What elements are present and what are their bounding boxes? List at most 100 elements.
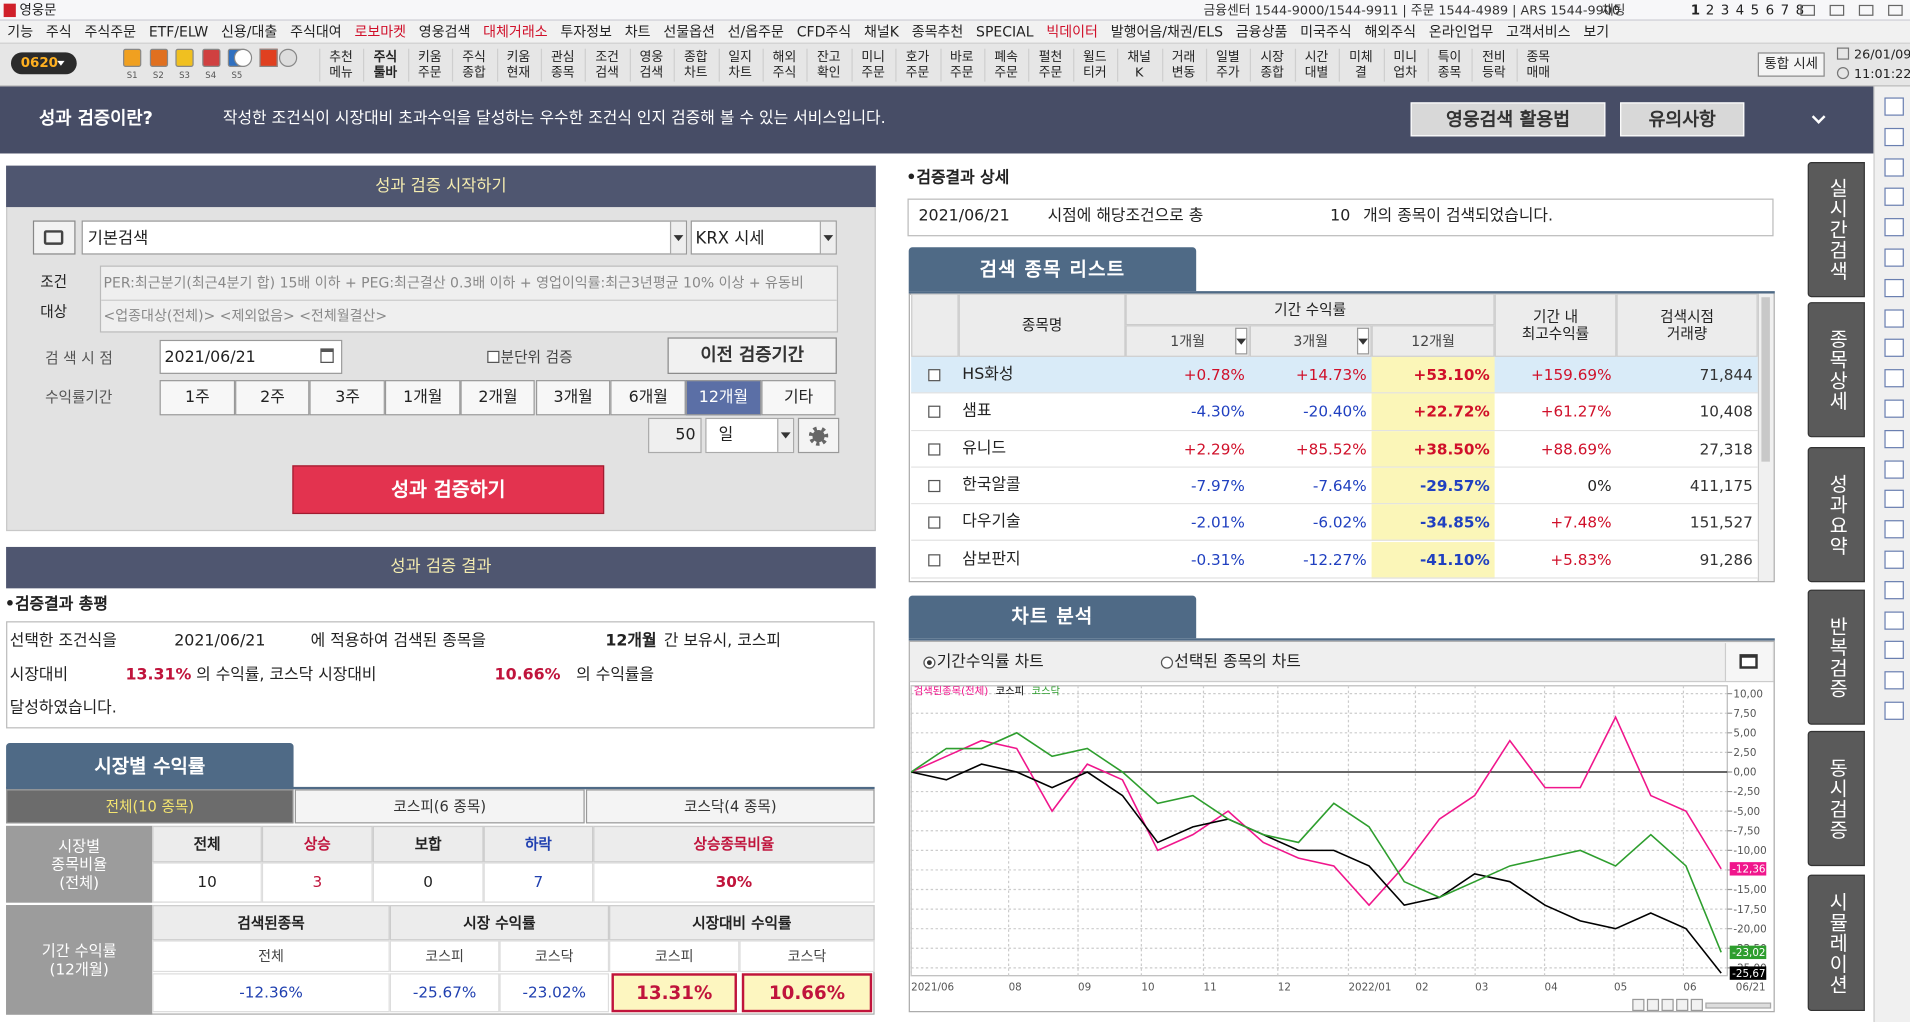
toolbar-button[interactable]: 해외 주식 — [763, 46, 807, 84]
menu-item[interactable]: 로보마켓 — [354, 23, 407, 41]
menu-item[interactable]: 온라인업무 — [1428, 23, 1494, 41]
side-icon[interactable] — [1884, 248, 1904, 267]
side-tab[interactable]: 실시간검색 — [1807, 162, 1865, 298]
menu-item[interactable]: 고객서비스 — [1506, 23, 1571, 41]
quick-icon[interactable] — [278, 48, 298, 67]
menu-item[interactable]: 대체거래소 — [483, 23, 548, 41]
menu-item[interactable]: 주식주문 — [84, 23, 137, 41]
menu-item[interactable]: 보기 — [1583, 23, 1610, 41]
table-row[interactable] — [911, 356, 1758, 394]
window-button[interactable] — [1829, 4, 1845, 16]
menu-item[interactable]: 해외주식 — [1364, 23, 1417, 41]
side-icon[interactable] — [1884, 97, 1904, 116]
toolbar-button[interactable]: 미체 결 — [1339, 46, 1383, 84]
period-button[interactable]: 기타 — [760, 380, 836, 416]
menu-item[interactable]: CFD주식 — [796, 23, 852, 41]
toolbar-button[interactable]: 전비 등락 — [1472, 46, 1516, 84]
toolbar-button[interactable]: 미니 주문 — [851, 46, 895, 84]
period-button[interactable]: 2주 — [234, 380, 310, 416]
toolbar-button[interactable]: 시간 대별 — [1295, 46, 1339, 84]
period-button[interactable]: 3주 — [309, 380, 386, 416]
menu-item[interactable]: 투자정보 — [560, 23, 612, 41]
side-icon[interactable] — [1884, 278, 1904, 297]
quick-icon[interactable] — [233, 48, 253, 67]
toolbar-button[interactable]: 펄천 주문 — [1029, 46, 1073, 84]
side-icon[interactable] — [1884, 308, 1904, 328]
toolbar-button[interactable]: 관심 종목 — [541, 46, 585, 84]
side-icon[interactable] — [1884, 641, 1904, 660]
toolbar-button[interactable]: 채널 K — [1117, 46, 1161, 84]
menu-item[interactable]: 채널K — [863, 23, 899, 41]
toolbar-button[interactable]: 미니 업차 — [1383, 46, 1427, 84]
toolbar-button[interactable]: 주식 툴바 — [363, 46, 407, 84]
side-icon[interactable] — [1884, 520, 1904, 539]
table-row[interactable] — [911, 504, 1758, 542]
menu-item[interactable]: 선/옵주문 — [727, 23, 784, 41]
scroll-thumb[interactable] — [1761, 297, 1770, 462]
side-tab[interactable]: 반복검증 — [1807, 589, 1865, 725]
menu-item[interactable]: 신용/대출 — [221, 23, 278, 41]
side-icon[interactable] — [1884, 369, 1904, 388]
side-tab[interactable]: 성과요약 — [1807, 447, 1865, 583]
chart-nav-button[interactable] — [1646, 998, 1660, 1012]
toolbar-button[interactable]: 주식 종합 — [452, 46, 496, 84]
toolbar-button[interactable]: 종합 차트 — [674, 46, 718, 84]
menu-item[interactable]: 주식대여 — [290, 23, 342, 41]
side-icon[interactable] — [1884, 188, 1904, 207]
period-button[interactable]: 1개월 — [385, 380, 461, 416]
banner-button[interactable]: 유의사항 — [1620, 102, 1745, 137]
quick-icon[interactable] — [175, 48, 194, 67]
menu-item[interactable]: 미국주식 — [1300, 23, 1352, 41]
toolbar-button[interactable]: 특이 종목 — [1428, 46, 1472, 84]
period-button[interactable]: 3개월 — [535, 380, 611, 416]
side-tab[interactable]: 종목상세 — [1807, 302, 1865, 438]
side-icon[interactable] — [1884, 671, 1904, 690]
chart-nav-button[interactable] — [1676, 998, 1689, 1012]
side-icon[interactable] — [1884, 490, 1904, 509]
radio[interactable] — [1160, 656, 1174, 669]
market-tab[interactable]: 전체(10 종목) — [6, 789, 294, 824]
toolbar-button[interactable]: 추천 메뉴 — [319, 46, 363, 84]
side-icon[interactable] — [1884, 580, 1904, 600]
window-button[interactable] — [1888, 4, 1903, 16]
market-button[interactable]: 통합 시세 — [1757, 52, 1825, 77]
menu-item[interactable]: 차트 — [624, 23, 651, 41]
prev-button[interactable]: 이전 검증기간 — [667, 337, 837, 374]
side-icon[interactable] — [1884, 218, 1904, 237]
checkbox[interactable] — [487, 350, 500, 363]
menu-item[interactable]: 금융상품 — [1235, 23, 1288, 41]
menu-item[interactable]: 영웅검색 — [418, 23, 471, 41]
side-tab[interactable]: 시뮬레이션 — [1807, 874, 1865, 1012]
chart-scroll[interactable] — [1705, 1002, 1772, 1009]
side-icon[interactable] — [1884, 701, 1904, 720]
checkbox[interactable] — [928, 553, 941, 566]
run-button[interactable]: 성과 검증하기 — [292, 465, 605, 515]
quick-icon[interactable] — [201, 48, 220, 67]
table-row[interactable] — [911, 430, 1758, 468]
chart-nav-button[interactable] — [1661, 998, 1674, 1012]
side-icon[interactable] — [1884, 127, 1904, 146]
menu-item[interactable]: 선물옵션 — [663, 23, 715, 41]
market-tab[interactable]: 코스피(6 종목) — [294, 789, 585, 824]
quick-icon[interactable] — [123, 48, 142, 67]
search-type-select[interactable]: 기본검색 — [81, 220, 688, 255]
menu-item[interactable]: 빅데이터 — [1046, 23, 1098, 41]
checkbox[interactable] — [928, 405, 941, 419]
toolbar-button[interactable]: 잔고 확인 — [807, 46, 851, 84]
menu-item[interactable]: ETF/ELW — [148, 23, 209, 41]
table-row[interactable] — [911, 393, 1758, 431]
side-icon[interactable] — [1884, 157, 1904, 177]
toolbar-button[interactable]: 조건 검색 — [585, 46, 629, 84]
chart-nav-button[interactable] — [1632, 998, 1645, 1012]
quick-icon[interactable] — [149, 48, 168, 67]
period-button[interactable]: 12개월 — [685, 380, 761, 416]
side-icon[interactable] — [1884, 399, 1904, 418]
checkbox[interactable] — [928, 479, 941, 492]
date-input[interactable]: 2021/06/21 — [159, 339, 343, 374]
chart-nav-button[interactable] — [1690, 998, 1703, 1012]
side-icon[interactable] — [1884, 550, 1904, 569]
toolbar-button[interactable]: 키움 현재 — [496, 46, 540, 84]
menu-item[interactable]: SPECIAL — [976, 23, 1034, 41]
toolbar-button[interactable]: 종목 매매 — [1516, 46, 1560, 84]
toolbar-button[interactable]: 폐속 주문 — [984, 46, 1028, 84]
